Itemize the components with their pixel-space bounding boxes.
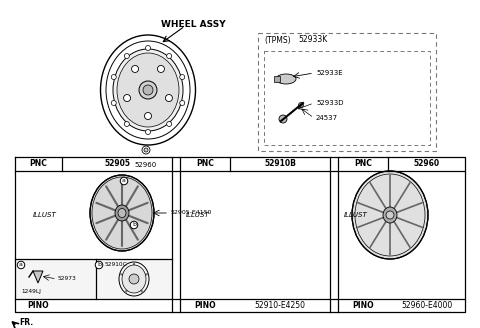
- Text: FR.: FR.: [19, 318, 33, 327]
- Text: 52905: 52905: [104, 159, 130, 169]
- Text: PNC: PNC: [354, 159, 372, 169]
- Text: b: b: [97, 262, 101, 268]
- Ellipse shape: [117, 53, 179, 127]
- Circle shape: [111, 100, 116, 106]
- Text: 52933K: 52933K: [298, 35, 327, 45]
- Circle shape: [124, 121, 129, 127]
- Circle shape: [167, 121, 172, 127]
- Circle shape: [132, 66, 139, 72]
- Circle shape: [129, 274, 139, 284]
- Text: 52910B: 52910B: [264, 159, 296, 169]
- Circle shape: [299, 102, 303, 108]
- Circle shape: [144, 113, 152, 119]
- Text: 52973: 52973: [58, 277, 77, 281]
- Text: ILLUST: ILLUST: [344, 212, 368, 218]
- Text: ILLUST: ILLUST: [186, 212, 210, 218]
- Circle shape: [180, 74, 185, 79]
- Ellipse shape: [383, 207, 397, 223]
- Text: PINO: PINO: [352, 300, 374, 310]
- Text: 52910-E4250: 52910-E4250: [254, 300, 305, 310]
- Text: a: a: [122, 178, 126, 183]
- Circle shape: [111, 74, 116, 79]
- Text: PNC: PNC: [196, 159, 214, 169]
- Ellipse shape: [90, 175, 154, 251]
- Circle shape: [145, 46, 151, 51]
- Circle shape: [386, 211, 394, 219]
- Bar: [15, 259, 172, 299]
- Text: 52960: 52960: [413, 159, 440, 169]
- Text: WHEEL ASSY: WHEEL ASSY: [161, 20, 225, 29]
- Ellipse shape: [352, 171, 428, 259]
- Circle shape: [142, 146, 150, 154]
- Text: 52960: 52960: [135, 162, 157, 168]
- Circle shape: [167, 53, 172, 58]
- Text: 24537: 24537: [316, 115, 338, 121]
- Text: 52933E: 52933E: [316, 70, 343, 76]
- Text: PNC: PNC: [30, 159, 48, 169]
- Ellipse shape: [122, 265, 146, 293]
- Bar: [274, 76, 280, 82]
- Text: (TPMS): (TPMS): [264, 35, 290, 45]
- Text: b: b: [132, 222, 136, 228]
- Circle shape: [180, 100, 185, 106]
- Ellipse shape: [113, 49, 183, 131]
- Text: 52933D: 52933D: [316, 100, 344, 106]
- Circle shape: [123, 94, 131, 102]
- Text: PINO: PINO: [28, 300, 49, 310]
- Text: ILLUST: ILLUST: [33, 212, 57, 218]
- Circle shape: [139, 81, 157, 99]
- Ellipse shape: [276, 74, 296, 84]
- Text: a: a: [19, 262, 23, 268]
- Text: 52910C: 52910C: [105, 262, 128, 268]
- Circle shape: [145, 130, 151, 134]
- Text: 52905-E4150: 52905-E4150: [171, 211, 212, 215]
- Text: 52960-E4000: 52960-E4000: [401, 300, 452, 310]
- Text: PINO: PINO: [194, 300, 216, 310]
- Ellipse shape: [115, 205, 129, 221]
- Polygon shape: [33, 271, 43, 283]
- Circle shape: [143, 85, 153, 95]
- Circle shape: [279, 115, 287, 123]
- Circle shape: [144, 148, 148, 152]
- Text: 1249LJ: 1249LJ: [21, 290, 41, 295]
- Circle shape: [124, 53, 129, 58]
- Circle shape: [166, 94, 172, 102]
- Ellipse shape: [118, 209, 126, 217]
- Circle shape: [157, 66, 165, 72]
